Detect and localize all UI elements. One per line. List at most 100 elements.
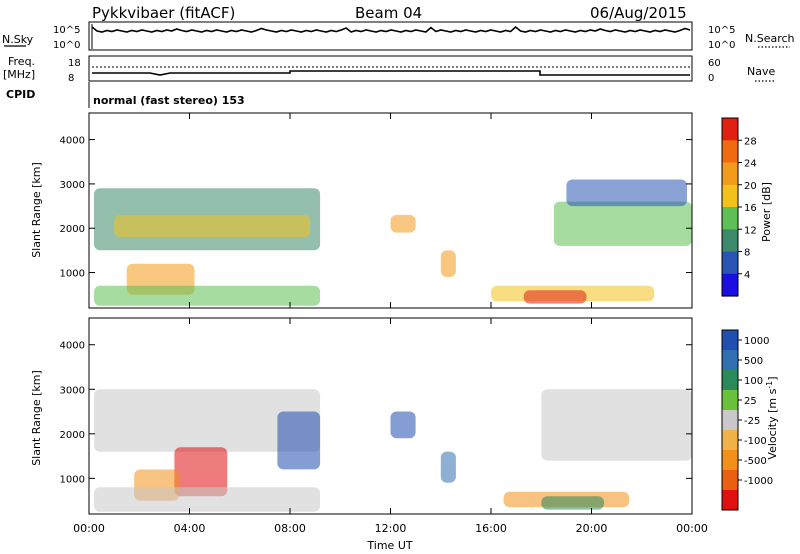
colorbar-swatch [722,118,738,141]
velocity-ylabel: Slant Range [km] [30,370,43,466]
echo-band [94,487,321,512]
y-tick-label: 4000 [60,136,85,147]
freq-label: Freq. [8,55,35,68]
colorbar-swatch [722,370,738,391]
freq-panel: Freq. [MHz] 18 8 60 0 Nave [3,55,775,84]
x-tick-label: 08:00 [274,522,306,535]
x-tick-label: 20:00 [576,522,608,535]
y-tick-label: 3000 [60,180,85,191]
nave-label: Nave [747,65,775,78]
colorbar-tick-label: 8 [744,248,750,259]
y-tick-label: 3000 [60,385,85,396]
echo-band [566,179,687,207]
y-tick-label: 4000 [60,341,85,352]
y-tick-label: 2000 [60,224,85,235]
nsky-tick-top: 10^5 [53,25,80,36]
velocity-cbar-label: Velocity [m s-1] [765,376,779,459]
power-y-axis: 1000 2000 3000 4000 [60,136,692,280]
station-title: Pykkvibaer (fitACF) [92,4,235,22]
x-tick-label: 12:00 [375,522,407,535]
nave-tick-bottom: 0 [708,73,714,84]
power-ylabel: Slant Range [km] [30,162,43,258]
cpid-label: CPID [6,88,35,101]
colorbar-swatch [722,184,738,208]
freq-unit-label: [MHz] [3,68,35,81]
colorbar-tick-label: 25 [744,396,757,407]
echo-band [174,447,228,497]
velocity-colorbar: 1000 500 100 25 -25 -100 -500 -1000 [721,329,773,511]
velocity-cbar-label-main: Velocity [m s [766,388,779,459]
nsearch-tick-bottom: 10^0 [708,40,735,51]
date-title: 06/Aug/2015 [590,4,687,22]
colorbar-swatch [722,350,738,371]
freq-tick-top: 18 [68,58,81,69]
cpid-row: CPID normal (fast stereo) 153 [6,82,245,108]
colorbar-swatch [722,273,738,297]
echo-band [114,214,311,238]
velocity-cbar-label-end: ] [766,376,779,380]
y-tick-label: 1000 [60,269,85,280]
colorbar-tick-label: 28 [744,136,757,147]
colorbar-swatch [722,410,738,431]
colorbar-tick-label: 100 [744,376,763,387]
freq-tick-bottom: 8 [68,73,74,84]
echo-band [440,250,456,277]
colorbar-tick-label: 500 [744,356,763,367]
time-axis-label: Time UT [366,539,412,552]
nsky-frame [88,21,693,51]
velocity-cbar-label-sup: -1 [765,381,774,389]
nsearch-label: N.Search [745,32,795,45]
x-tick-label: 04:00 [174,522,206,535]
power-data [94,179,692,306]
y-tick-label: 2000 [60,430,85,441]
colorbar-swatch [722,251,738,275]
velocity-x-axis: 00:00 04:00 08:00 12:00 16:00 20:00 00:00 [73,318,708,535]
beam-title: Beam 04 [355,4,422,22]
colorbar-tick-label: -1000 [744,476,773,487]
colorbar-tick-label: 1000 [744,336,769,347]
colorbar-tick-label: -100 [744,436,767,447]
colorbar-swatch [722,470,738,491]
x-tick-label: 00:00 [676,522,708,535]
velocity-data [94,389,693,512]
colorbar-tick-label: -500 [744,456,767,467]
power-x-axis [88,113,693,308]
colorbar-tick-label: 20 [744,181,757,192]
echo-band [440,451,456,483]
echo-band [94,389,321,452]
colorbar-tick-label: 24 [744,159,757,170]
freq-trace [92,70,690,76]
colorbar-swatch [722,207,738,230]
colorbar-swatch [722,140,738,164]
echo-band [390,411,416,439]
colorbar-tick-label: -25 [744,416,760,427]
x-tick-label: 16:00 [475,522,507,535]
x-tick-label: 00:00 [73,522,105,535]
nsky-panel: N.Sky 10^5 10^0 10^5 10^0 N.Search [2,21,795,51]
nsearch-tick-top: 10^5 [708,25,735,36]
colorbar-swatch [722,229,738,253]
power-cbar-label: Power [dB] [760,182,773,242]
colorbar-tick-label: 12 [744,225,757,236]
colorbar-swatch [722,162,738,186]
nsky-tick-bottom: 10^0 [53,40,80,51]
colorbar-swatch [722,390,738,411]
echo-band [541,496,605,510]
nave-tick-top: 60 [708,58,721,69]
power-colorbar: 4 8 12 16 20 24 28 [721,117,757,297]
colorbar-swatch [722,450,738,471]
echo-band [553,201,692,246]
echo-band [94,285,321,306]
colorbar-tick-label: 4 [744,270,750,281]
colorbar-tick-label: 16 [744,203,757,214]
velocity-panel: 1000 2000 3000 4000 00:00 04:00 08:00 12:00 16:… [30,317,779,552]
power-panel: 1000 2000 3000 4000 Slant Range [km] 4 8 12 16… [30,112,773,309]
y-tick-label: 1000 [60,474,85,485]
freq-frame [88,55,693,82]
colorbar-swatch [722,330,738,351]
colorbar-swatch [722,430,738,451]
nsky-trace [91,25,691,33]
nsky-label: N.Sky [2,33,34,46]
echo-band [277,411,321,470]
